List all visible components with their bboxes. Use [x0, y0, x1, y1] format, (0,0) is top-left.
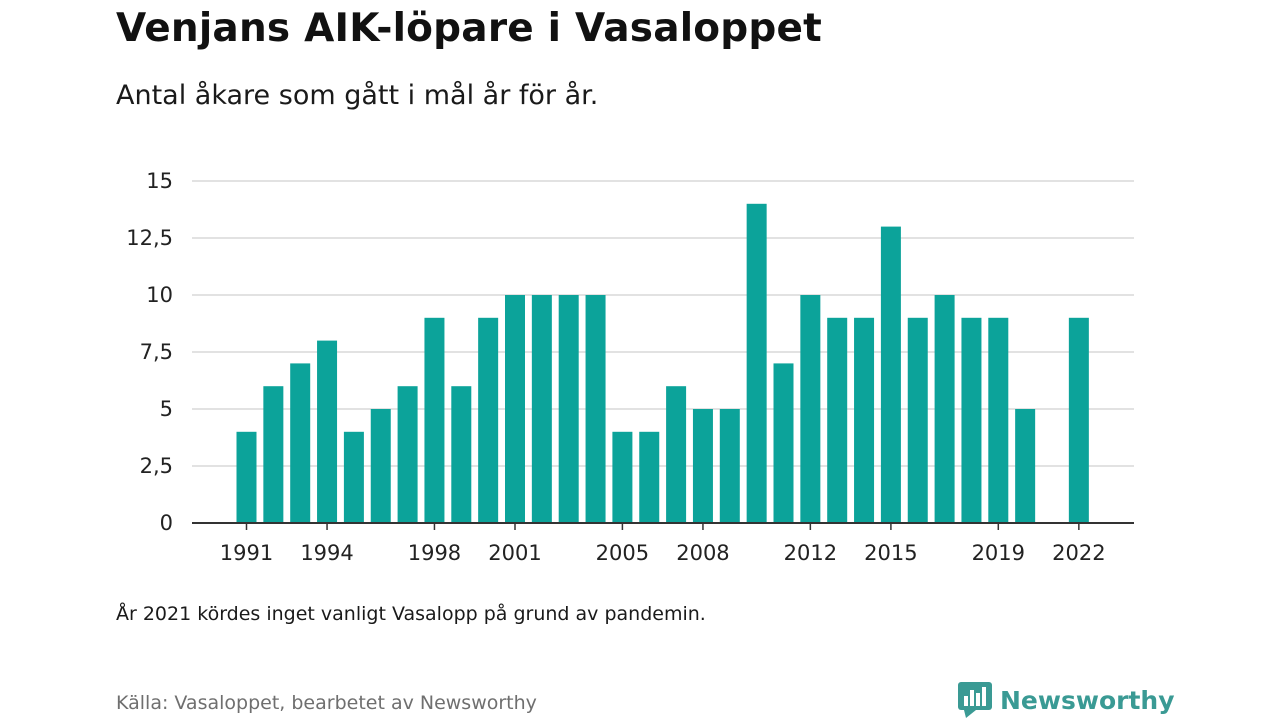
source-line: Källa: Vasaloppet, bearbetet av Newswort… [116, 692, 537, 714]
bar-2010 [746, 203, 767, 524]
chart-title: Venjans AIK-löpare i Vasaloppet [116, 6, 823, 51]
bar-1998 [424, 317, 445, 523]
x-tick-label: 2019 [972, 541, 1025, 565]
bar-1994 [317, 340, 338, 523]
bar-2008 [692, 409, 713, 523]
bar-2014 [854, 317, 875, 523]
x-tick-label: 1994 [300, 541, 353, 565]
axes: 0 2,5 5 7,5 10 12,5 15 1991 1994 1998 2001 2005 2008… [126, 169, 1134, 565]
y-tick-label: 15 [146, 169, 173, 193]
bar-1995 [343, 431, 364, 523]
bar-2019 [988, 317, 1009, 523]
bar-2015 [880, 226, 901, 523]
x-tick-label: 2005 [596, 541, 649, 565]
bar-1991 [236, 431, 257, 523]
y-tick-label: 7,5 [140, 340, 173, 364]
newsworthy-logo-icon [958, 682, 992, 718]
bar-chart: 0 2,5 5 7,5 10 12,5 15 1991 1994 1998 2001 2005 2008… [126, 169, 1134, 565]
footnote: År 2021 kördes inget vanligt Vasalopp på… [116, 603, 706, 625]
bar-2002 [531, 295, 552, 523]
y-tick-label: 10 [146, 283, 173, 307]
bar-2001 [505, 295, 525, 523]
bar-2013 [827, 317, 848, 523]
bar-2009 [719, 409, 740, 523]
bar-2016 [907, 317, 928, 523]
x-tick-label: 2008 [676, 541, 729, 565]
x-tick-label: 2001 [488, 541, 541, 565]
bar-1992 [263, 386, 284, 523]
newsworthy-logo: Newsworthy [958, 680, 1175, 720]
x-tick-label: 2012 [784, 541, 837, 565]
bar-1999 [451, 386, 472, 523]
bar-2020 [1015, 409, 1036, 523]
bar-2011 [773, 363, 794, 523]
bar-2012 [800, 295, 821, 523]
bar-2022 [1068, 317, 1089, 523]
bar-1996 [370, 409, 391, 523]
bar-1997 [397, 386, 418, 523]
y-tick-label: 12,5 [126, 226, 173, 250]
x-tick-label: 1998 [408, 541, 461, 565]
bar-2004 [585, 295, 606, 523]
bar-2006 [639, 431, 660, 523]
x-tick-label: 1991 [220, 541, 273, 565]
bar-2003 [558, 295, 579, 523]
x-tick-label: 2022 [1052, 541, 1105, 565]
y-tick-label: 2,5 [140, 454, 173, 478]
bars [236, 203, 1089, 524]
y-tick-label: 5 [160, 397, 173, 421]
chart-subtitle: Antal åkare som gått i mål år för år. [116, 80, 599, 111]
bar-1993 [290, 363, 311, 523]
bar-2018 [961, 317, 982, 523]
brand-name: Newsworthy [1000, 685, 1175, 715]
x-tick-label: 2015 [864, 541, 917, 565]
bar-2017 [934, 295, 955, 523]
bar-2005 [612, 431, 633, 523]
bar-2007 [666, 386, 687, 523]
bar-2000 [478, 317, 499, 523]
y-tick-label: 0 [160, 511, 173, 535]
